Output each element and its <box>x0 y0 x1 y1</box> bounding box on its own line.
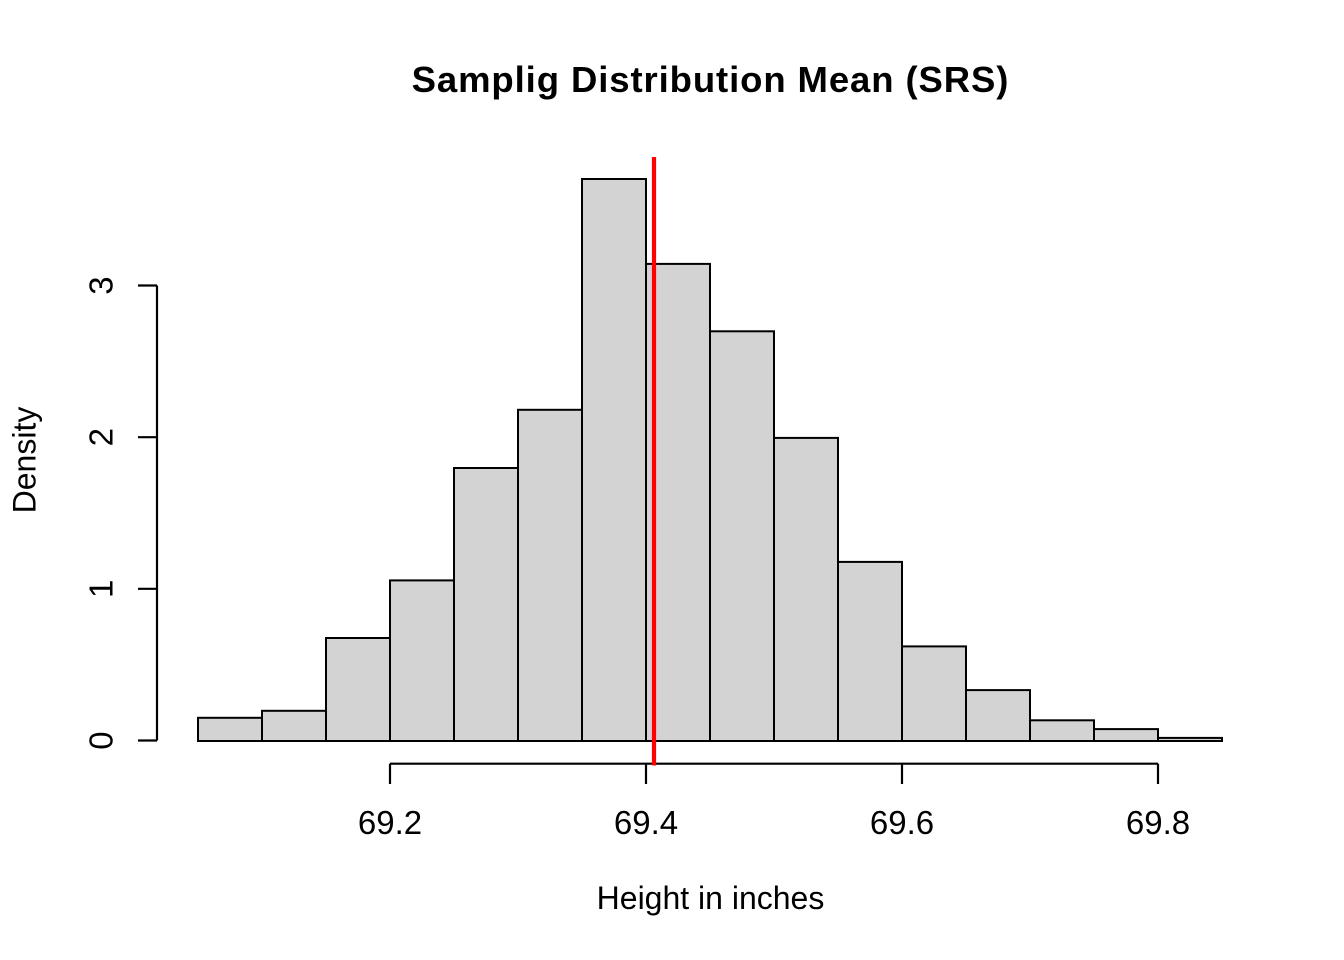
svg-text:Height in inches: Height in inches <box>597 880 825 916</box>
svg-text:Density: Density <box>7 407 43 514</box>
svg-text:3: 3 <box>83 276 120 294</box>
svg-text:69.2: 69.2 <box>358 804 422 841</box>
svg-text:0: 0 <box>83 731 120 749</box>
svg-text:69.4: 69.4 <box>614 804 678 841</box>
svg-text:1: 1 <box>83 580 120 598</box>
svg-text:2: 2 <box>83 428 120 446</box>
svg-text:69.8: 69.8 <box>1126 804 1190 841</box>
svg-text:69.6: 69.6 <box>870 804 934 841</box>
svg-text:Samplig Distribution Mean (SRS: Samplig Distribution Mean (SRS) <box>412 59 1010 100</box>
